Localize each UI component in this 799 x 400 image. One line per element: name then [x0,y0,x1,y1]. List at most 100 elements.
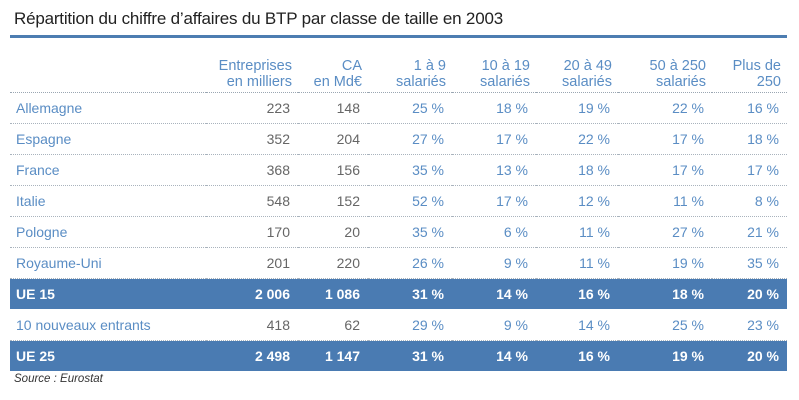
column-header-line: salariés [396,74,446,90]
table-cell: 26 % [368,247,452,279]
column-header-line: 20 à 49 [563,58,612,74]
table-cell: 11 % [536,247,618,279]
row-label: Royaume-Uni [10,247,206,279]
table-cell: 25 % [618,309,712,341]
table-row: Pologne 170 20 35 % 6 % 11 % 27 % 21 % [10,216,787,248]
row-label: France [10,154,206,186]
row-label: UE 15 [10,278,206,310]
table-total-row: UE 25 2 498 1 147 31 % 14 % 16 % 19 % 20 % [10,340,787,372]
row-label: Espagne [10,123,206,155]
table-cell: 11 % [536,216,618,248]
table-cell: 25 % [368,92,452,124]
table-cell: 14 % [536,309,618,341]
table-cell: 18 % [618,278,712,310]
table-cell: 148 [298,92,368,124]
table-cell: 52 % [368,185,452,217]
table-cell: 31 % [368,340,452,372]
table-cell: 35 % [368,154,452,186]
column-header-line: 10 à 19 [481,58,530,74]
column-header-line: 250 [756,74,781,90]
column-header: 20 à 49 salariés [536,44,618,93]
row-label: UE 25 [10,340,206,372]
table-cell: 22 % [618,92,712,124]
table-cell: 13 % [452,154,536,186]
table-cell: 27 % [368,123,452,155]
column-header-line: salariés [480,74,530,90]
column-header: Entreprises en milliers [206,44,298,93]
table-row: Allemagne 223 148 25 % 18 % 19 % 22 % 16 % [10,92,787,124]
table-cell: 31 % [368,278,452,310]
table-cell: 16 % [712,92,787,124]
column-header: 1 à 9 salariés [368,44,452,93]
table-body: Allemagne 223 148 25 % 18 % 19 % 22 % 16 % Espag… [10,92,787,372]
table-cell: 19 % [618,340,712,372]
table-row: Italie 548 152 52 % 17 % 12 % 11 % 8 % [10,185,787,217]
table-cell: 14 % [452,340,536,372]
table-cell: 22 % [536,123,618,155]
table-cell: 19 % [536,92,618,124]
header-cell-empty [10,44,206,93]
table-header-row: Entreprises en milliers CA en Md€ 1 à 9 salar… [10,44,787,93]
column-header-line: salariés [562,74,612,90]
table-cell: 18 % [452,92,536,124]
table-cell: 19 % [618,247,712,279]
table-cell: 20 [298,216,368,248]
table-row: Espagne 352 204 27 % 17 % 22 % 17 % 18 % [10,123,787,155]
column-header-line: en Md€ [313,74,362,90]
table-cell: 368 [206,154,298,186]
row-label: Italie [10,185,206,217]
table-cell: 12 % [536,185,618,217]
column-header-line: CA [341,58,362,74]
table-cell: 1 086 [298,278,368,310]
table-cell: 16 % [536,278,618,310]
table-cell: 2 006 [206,278,298,310]
table-cell: 35 % [712,247,787,279]
column-header: 50 à 250 salariés [618,44,712,93]
column-header-line: salariés [656,74,706,90]
table-cell: 35 % [368,216,452,248]
column-header: Plus de 250 [712,44,787,93]
table-cell: 62 [298,309,368,341]
table-cell: 16 % [536,340,618,372]
table-cell: 1 147 [298,340,368,372]
table-title: Répartition du chiffre d’affaires du BTP… [14,9,503,28]
column-header-line: en milliers [226,74,292,90]
table-cell: 156 [298,154,368,186]
table-cell: 23 % [712,309,787,341]
column-header-line: Plus de [732,58,781,74]
table-cell: 17 % [618,154,712,186]
column-header: CA en Md€ [298,44,368,93]
table-cell: 170 [206,216,298,248]
table-cell: 6 % [452,216,536,248]
table-cell: 9 % [452,309,536,341]
table-cell: 2 498 [206,340,298,372]
table-cell: 17 % [618,123,712,155]
table-cell: 18 % [536,154,618,186]
table-cell: 17 % [712,154,787,186]
table-cell: 11 % [618,185,712,217]
table-cell: 9 % [452,247,536,279]
source-note: Source : Eurostat [14,373,103,385]
table-row: Royaume-Uni 201 220 26 % 9 % 11 % 19 % 35 % [10,247,787,279]
table-row: France 368 156 35 % 13 % 18 % 17 % 17 % [10,154,787,186]
row-label: Allemagne [10,92,206,124]
column-header-line: 50 à 250 [649,58,706,74]
row-label: 10 nouveaux entrants [10,309,206,341]
table-cell: 18 % [712,123,787,155]
table-cell: 352 [206,123,298,155]
table-cell: 17 % [452,123,536,155]
data-table: Entreprises en milliers CA en Md€ 1 à 9 salar… [10,44,787,372]
column-header-line: 1 à 9 [413,58,446,74]
table-cell: 201 [206,247,298,279]
table-cell: 14 % [452,278,536,310]
table-cell: 29 % [368,309,452,341]
table-cell: 418 [206,309,298,341]
table-cell: 220 [298,247,368,279]
table-cell: 20 % [712,340,787,372]
table-total-row: UE 15 2 006 1 086 31 % 14 % 16 % 18 % 20 % [10,278,787,310]
title-divider [10,35,787,38]
table-cell: 152 [298,185,368,217]
row-label: Pologne [10,216,206,248]
table-row: 10 nouveaux entrants 418 62 29 % 9 % 14 % 25 %… [10,309,787,341]
table-cell: 8 % [712,185,787,217]
